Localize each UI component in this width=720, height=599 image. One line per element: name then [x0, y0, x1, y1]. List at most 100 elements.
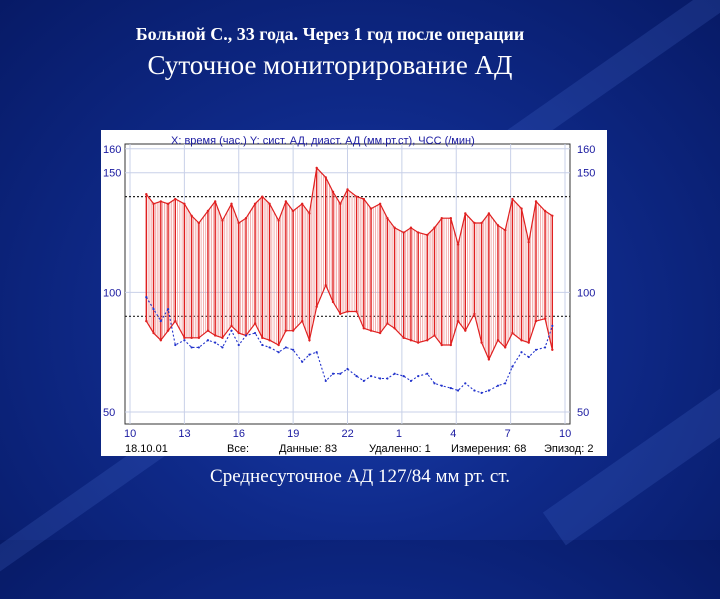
grid-layer: [125, 144, 570, 424]
series-layer: [145, 166, 554, 394]
systolic-point: [520, 207, 523, 210]
diastolic-point: [324, 283, 327, 287]
diastolic-point: [300, 319, 304, 323]
heart-rate-point: [253, 331, 257, 335]
heart-rate-point: [284, 346, 287, 349]
diastolic-point: [386, 322, 389, 325]
heart-rate-point: [214, 341, 217, 344]
systolic-point: [206, 209, 210, 213]
diastolic-point: [409, 339, 413, 342]
diastolic-point: [393, 327, 396, 330]
diastolic-point: [456, 319, 460, 323]
systolic-point: [230, 202, 233, 206]
heart-rate-point: [230, 329, 233, 332]
heart-rate-point: [292, 348, 295, 351]
diastolic-point: [449, 343, 453, 347]
systolic-point: [253, 202, 257, 206]
diastolic-point: [253, 322, 257, 325]
heart-rate-point: [379, 377, 382, 380]
footer-data: Данные: 83: [279, 443, 337, 455]
systolic-point: [190, 214, 193, 217]
y-tick-label-right: 50: [577, 407, 589, 419]
heart-rate-point: [197, 346, 200, 349]
diastolic-point: [511, 331, 514, 335]
diastolic-point: [543, 317, 547, 320]
heart-rate-point: [511, 365, 514, 368]
systolic-point: [213, 200, 217, 203]
slide-caption: Среднесуточное АД 127/84 мм рт. ст.: [210, 466, 510, 487]
diastolic-point: [480, 341, 483, 344]
systolic-point: [197, 221, 201, 225]
footer-measurements: Измерения: 68: [451, 443, 526, 455]
heart-rate-point: [206, 339, 210, 342]
diastolic-point: [496, 339, 500, 342]
bp-monitoring-chart: X: время (час.) Y: сист. АД, диаст. АД (…: [103, 135, 595, 455]
systolic-point: [487, 212, 491, 215]
x-tick-label: 7: [505, 428, 511, 440]
heart-rate-point: [174, 343, 177, 347]
footer-all: Все:: [227, 443, 249, 455]
systolic-point: [268, 202, 271, 206]
x-tick-label: 10: [559, 428, 571, 440]
systolic-point: [308, 212, 311, 215]
diastolic-point: [473, 312, 476, 316]
diastolic-point: [206, 329, 210, 332]
systolic-point: [362, 197, 366, 201]
systolic-point: [503, 228, 507, 232]
diastolic-point: [534, 319, 538, 323]
systolic-point: [291, 209, 295, 213]
diastolic-point: [315, 305, 318, 308]
diastolic-point: [145, 319, 148, 323]
systolic-point: [551, 214, 554, 217]
diastolic-point: [237, 331, 240, 335]
systolic-point: [315, 166, 318, 170]
footer-deleted: Удаленно: 1: [369, 443, 431, 455]
heart-rate-point: [268, 346, 271, 349]
heart-rate-point: [152, 308, 155, 311]
diastolic-point: [433, 334, 436, 337]
systolic-point: [480, 221, 483, 225]
x-tick-label: 22: [342, 428, 354, 440]
diastolic-point: [197, 336, 201, 340]
heart-rate-point: [369, 375, 373, 378]
bp-range-layer: [145, 167, 554, 360]
diastolic-point: [183, 336, 186, 340]
diastolic-point: [440, 343, 443, 347]
heart-rate-point: [496, 384, 500, 387]
systolic-point: [331, 190, 335, 194]
heart-rate-point: [433, 382, 436, 385]
heart-rate-point: [261, 343, 264, 347]
diastolic-point: [152, 331, 155, 335]
diastolic-point: [331, 300, 335, 304]
diastolic-point: [230, 324, 233, 328]
heart-rate-point: [190, 346, 193, 349]
systolic-point: [284, 200, 288, 203]
heart-rate-point: [159, 319, 162, 323]
diastolic-point: [369, 329, 373, 332]
systolic-point: [473, 221, 476, 225]
systolic-point: [496, 224, 500, 227]
diastolic-point: [213, 334, 217, 337]
heart-rate-point: [527, 355, 530, 359]
x-tick-label: 13: [178, 428, 190, 440]
systolic-point: [324, 176, 327, 179]
heart-rate-point: [277, 351, 280, 354]
diastolic-point: [166, 329, 170, 332]
heart-rate-point: [315, 351, 318, 354]
systolic-point: [152, 202, 155, 206]
systolic-point: [369, 207, 373, 210]
systolic-point: [464, 212, 467, 215]
heart-rate-point: [480, 391, 483, 394]
systolic-point: [449, 216, 453, 220]
systolic-point: [511, 197, 514, 201]
heart-rate-point: [166, 308, 170, 311]
diastolic-point: [487, 358, 491, 361]
systolic-point: [355, 195, 358, 198]
systolic-point: [277, 219, 280, 222]
heart-rate-point: [504, 382, 507, 385]
diastolic-point: [261, 336, 264, 340]
systolic-point: [378, 202, 382, 206]
diastolic-point: [190, 336, 193, 340]
footer-episode: Эпизод: 2: [544, 443, 593, 455]
heart-rate-point: [440, 384, 443, 387]
